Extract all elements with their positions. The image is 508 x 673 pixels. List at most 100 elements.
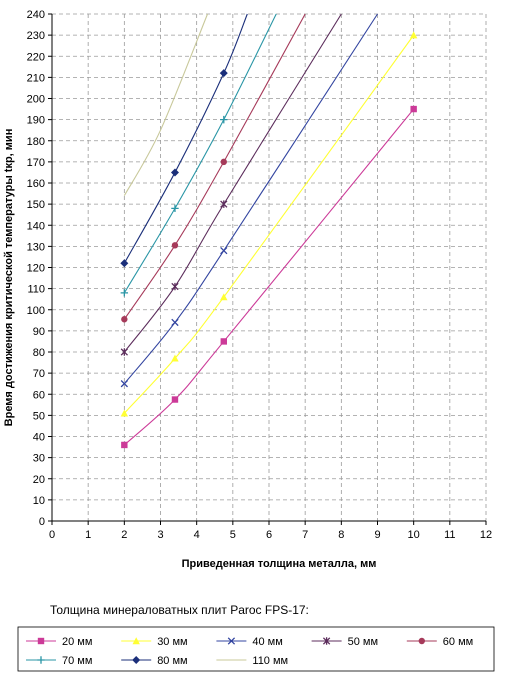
series-line bbox=[123, 13, 209, 196]
y-tick-label: 50 bbox=[33, 410, 45, 422]
y-tick-label: 110 bbox=[27, 284, 45, 296]
legend-item: 50 мм bbox=[311, 636, 378, 648]
data-point bbox=[220, 246, 228, 255]
series-30-мм bbox=[120, 31, 418, 417]
data-point bbox=[120, 259, 129, 268]
legend-label: 80 мм bbox=[157, 655, 187, 667]
legend-item: 40 мм bbox=[216, 636, 283, 648]
data-point bbox=[171, 318, 179, 327]
legend-swatch-marker bbox=[322, 637, 331, 645]
x-tick-label: 8 bbox=[338, 529, 344, 541]
y-tick-label: 130 bbox=[27, 241, 45, 253]
axes bbox=[48, 13, 487, 525]
legend-swatch-marker bbox=[132, 637, 140, 645]
x-tick-label: 0 bbox=[49, 529, 55, 541]
data-point bbox=[120, 348, 128, 356]
legend-label: 70 мм bbox=[62, 655, 92, 667]
data-point bbox=[120, 380, 128, 388]
x-tick-label: 11 bbox=[444, 529, 455, 541]
legend-label: 110 мм bbox=[252, 655, 288, 667]
y-tick-label: 220 bbox=[27, 51, 45, 63]
legend-label: 30 мм bbox=[157, 636, 187, 648]
x-tick-label: 3 bbox=[157, 529, 163, 541]
y-tick-label: 100 bbox=[27, 305, 45, 317]
data-point bbox=[171, 396, 179, 403]
y-tick-label: 140 bbox=[27, 220, 45, 232]
series-80-мм bbox=[120, 13, 248, 268]
x-tick-label: 7 bbox=[302, 529, 308, 541]
data-point bbox=[120, 289, 129, 297]
y-tick-label: 190 bbox=[27, 115, 45, 127]
y-tick-label: 240 bbox=[27, 9, 45, 21]
legend-swatch-marker bbox=[418, 637, 425, 645]
x-tick-label: 12 bbox=[480, 529, 492, 541]
series-50-мм bbox=[120, 13, 342, 356]
y-tick-label: 30 bbox=[33, 453, 45, 465]
data-point bbox=[121, 316, 128, 323]
y-tick-label: 170 bbox=[27, 157, 45, 169]
series-line bbox=[123, 13, 248, 264]
legend-label: 20 мм bbox=[62, 636, 92, 648]
y-tick-label: 160 bbox=[27, 178, 45, 190]
series-group bbox=[120, 13, 418, 449]
series-line bbox=[123, 13, 342, 353]
series-line bbox=[123, 13, 277, 294]
y-tick-label: 10 bbox=[33, 495, 45, 507]
legend-label: 50 мм bbox=[348, 636, 378, 648]
x-tick-label: 5 bbox=[230, 529, 236, 541]
y-tick-label: 90 bbox=[33, 326, 45, 338]
y-tick-label: 230 bbox=[27, 30, 45, 42]
y-tick-label: 40 bbox=[33, 432, 45, 444]
data-point bbox=[171, 204, 179, 213]
x-tick-label: 2 bbox=[121, 529, 127, 541]
legend-item: 70 мм bbox=[26, 655, 92, 667]
data-point bbox=[220, 158, 227, 166]
y-tick-label: 20 bbox=[33, 474, 45, 486]
series-60-мм bbox=[121, 13, 306, 323]
data-point bbox=[220, 200, 228, 208]
legend-label: 60 мм bbox=[443, 636, 473, 648]
data-point bbox=[409, 31, 418, 39]
legend-label: 40 мм bbox=[252, 636, 282, 648]
x-tick-label: 4 bbox=[194, 529, 200, 541]
data-point bbox=[410, 105, 417, 113]
y-tick-label: 0 bbox=[39, 516, 45, 528]
y-tick-label: 60 bbox=[33, 389, 45, 401]
data-point bbox=[170, 168, 179, 177]
y-tick-label: 180 bbox=[27, 136, 45, 148]
legend-swatch-marker bbox=[37, 656, 45, 664]
tick-labels: 0 1 2 3 4 5 6 7 8 9 10 11 12010203040506070809010011… bbox=[27, 9, 492, 541]
legend-box bbox=[17, 626, 495, 672]
series-line bbox=[123, 13, 378, 385]
legend-item: 60 мм bbox=[406, 636, 473, 648]
legend-swatch-marker bbox=[132, 656, 141, 664]
y-tick-label: 210 bbox=[27, 72, 45, 84]
y-tick-label: 70 bbox=[33, 368, 45, 380]
legend-swatch-marker bbox=[37, 637, 45, 645]
legend-swatch-marker bbox=[227, 637, 236, 645]
legend-title: Толщина минераловатных плит Paroc FPS-17… bbox=[50, 603, 309, 617]
grid bbox=[52, 13, 487, 521]
series-line bbox=[123, 108, 415, 446]
legend-item: 110 мм bbox=[216, 655, 288, 667]
y-tick-label: 80 bbox=[33, 347, 45, 359]
y-tick-label: 120 bbox=[27, 263, 45, 275]
data-point bbox=[219, 69, 228, 78]
legend-item: 20 мм bbox=[26, 636, 92, 648]
series-110-мм bbox=[123, 13, 209, 196]
data-point bbox=[171, 354, 179, 362]
data-point bbox=[121, 441, 128, 449]
data-point bbox=[120, 409, 129, 417]
y-tick-label: 150 bbox=[27, 199, 45, 211]
legend-item: 80 мм bbox=[121, 655, 188, 667]
x-tick-label: 1 bbox=[85, 529, 91, 541]
x-tick-label: 10 bbox=[408, 529, 420, 541]
x-tick-label: 9 bbox=[374, 529, 380, 541]
series-40-мм bbox=[120, 13, 378, 388]
x-axis-title: Приведенная толщина металла, мм bbox=[182, 558, 377, 570]
data-point bbox=[171, 242, 179, 249]
legend: 20 мм 30 мм 40 мм 50 мм 60 мм 70 мм 80 мм 110 м… bbox=[17, 626, 495, 672]
y-tick-label: 200 bbox=[27, 94, 45, 106]
x-tick-label: 6 bbox=[266, 529, 272, 541]
